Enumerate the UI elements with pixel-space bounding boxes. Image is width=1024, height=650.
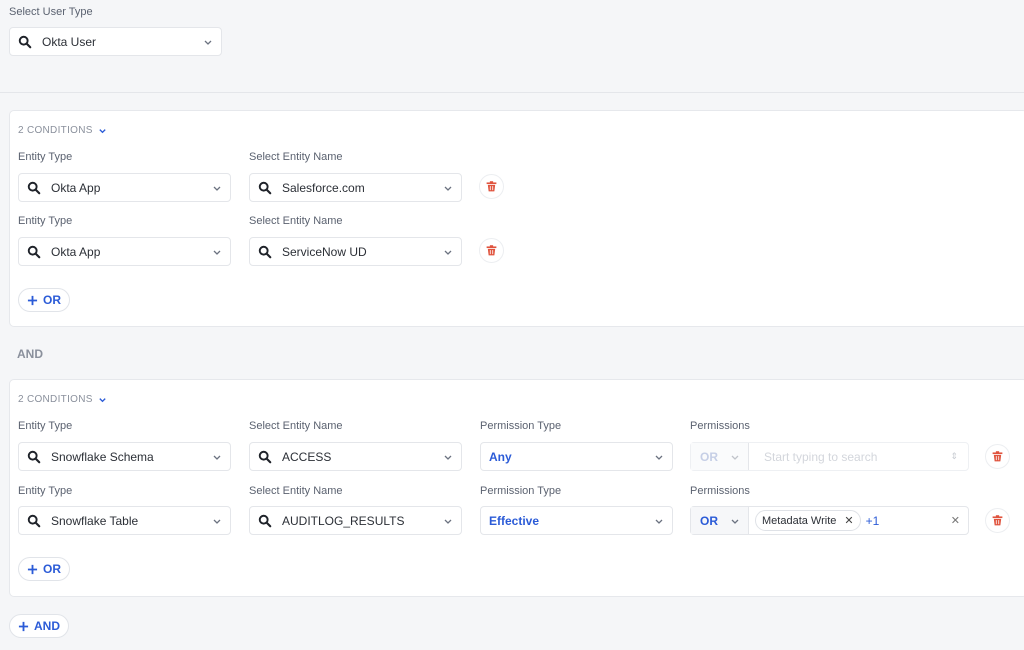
search-icon xyxy=(258,245,272,259)
permission-type-value: Effective xyxy=(489,513,540,528)
and-label: AND xyxy=(17,347,43,361)
entity-type-label: Entity Type xyxy=(18,485,73,497)
condition-group-2 xyxy=(9,379,1024,597)
trash-icon xyxy=(991,450,1004,463)
entity-name-select[interactable]: Salesforce.com xyxy=(249,173,462,202)
search-icon xyxy=(258,514,272,528)
divider xyxy=(0,92,1024,93)
sort-icon: ⇕ xyxy=(950,451,958,461)
trash-icon xyxy=(485,244,498,257)
entity-type-value: Snowflake Schema xyxy=(51,449,154,464)
conditions-count: 2 CONDITIONS xyxy=(18,394,93,405)
entity-type-select[interactable]: Okta App xyxy=(18,237,231,266)
permission-type-value: Any xyxy=(489,449,512,464)
add-or-label: OR xyxy=(43,562,61,576)
search-icon xyxy=(27,245,41,259)
entity-type-value: Okta App xyxy=(51,244,101,259)
permission-chip-label: Metadata Write xyxy=(762,514,837,527)
entity-type-select[interactable]: Snowflake Table xyxy=(18,506,231,535)
plus-icon xyxy=(27,295,38,306)
entity-name-select[interactable]: ACCESS xyxy=(249,442,462,471)
delete-condition-button[interactable] xyxy=(985,444,1010,469)
permission-type-select[interactable]: Effective xyxy=(480,506,673,535)
conditions-toggle[interactable]: 2 CONDITIONS xyxy=(18,394,107,405)
permission-type-label: Permission Type xyxy=(480,485,562,497)
permission-chip: Metadata Write ✕ xyxy=(755,510,861,531)
search-icon xyxy=(258,181,272,195)
entity-name-label: Select Entity Name xyxy=(249,420,343,432)
chevron-down-icon xyxy=(443,452,453,462)
chevron-down-icon xyxy=(212,452,222,462)
chevron-down-icon xyxy=(443,247,453,257)
operator-select[interactable]: OR xyxy=(691,507,749,534)
user-type-label: Select User Type xyxy=(9,6,93,18)
add-and-label: AND xyxy=(34,619,60,633)
permissions-placeholder: Start typing to search xyxy=(764,449,878,464)
search-icon xyxy=(27,450,41,464)
chevron-down-icon xyxy=(443,516,453,526)
search-icon xyxy=(18,35,32,49)
user-type-select[interactable]: Okta User xyxy=(9,27,222,56)
search-icon xyxy=(27,514,41,528)
entity-name-label: Select Entity Name xyxy=(249,215,343,227)
clear-icon[interactable]: ✕ xyxy=(950,515,960,527)
entity-type-value: Okta App xyxy=(51,180,101,195)
entity-type-value: Snowflake Table xyxy=(51,513,139,528)
permission-type-label: Permission Type xyxy=(480,420,562,432)
permissions-field[interactable]: OR Metadata Write ✕ +1 ✕ xyxy=(690,506,969,535)
operator-value: OR xyxy=(700,513,718,528)
conditions-count: 2 CONDITIONS xyxy=(18,125,93,136)
entity-type-label: Entity Type xyxy=(18,420,73,432)
chevron-down-icon xyxy=(654,452,664,462)
operator-value: OR xyxy=(700,449,718,464)
trash-icon xyxy=(991,514,1004,527)
delete-condition-button[interactable] xyxy=(479,238,504,263)
plus-icon xyxy=(18,621,29,632)
entity-name-value: Salesforce.com xyxy=(282,180,365,195)
condition-group-1 xyxy=(9,110,1024,327)
entity-name-value: ServiceNow UD xyxy=(282,244,367,259)
remove-chip-icon[interactable]: ✕ xyxy=(844,515,854,527)
chevron-down-icon xyxy=(99,398,106,403)
entity-type-select[interactable]: Okta App xyxy=(18,173,231,202)
chevron-down-icon xyxy=(212,516,222,526)
entity-type-label: Entity Type xyxy=(18,151,73,163)
entity-name-value: ACCESS xyxy=(282,449,332,464)
plus-icon xyxy=(27,564,38,575)
chevron-down-icon xyxy=(730,452,740,462)
chevron-down-icon xyxy=(203,37,213,47)
entity-type-label: Entity Type xyxy=(18,215,73,227)
add-and-button[interactable]: AND xyxy=(9,614,69,638)
permissions-label: Permissions xyxy=(690,485,750,497)
operator-select[interactable]: OR xyxy=(691,443,749,470)
search-icon xyxy=(27,181,41,195)
entity-name-select[interactable]: AUDITLOG_RESULTS xyxy=(249,506,462,535)
delete-condition-button[interactable] xyxy=(985,508,1010,533)
add-or-label: OR xyxy=(43,293,61,307)
user-type-value: Okta User xyxy=(42,34,97,49)
entity-name-select[interactable]: ServiceNow UD xyxy=(249,237,462,266)
search-icon xyxy=(258,450,272,464)
chevron-down-icon xyxy=(654,516,664,526)
chevron-down-icon xyxy=(99,129,106,134)
permissions-label: Permissions xyxy=(690,420,750,432)
chevron-down-icon xyxy=(730,516,740,526)
add-or-button[interactable]: OR xyxy=(18,288,70,312)
permission-type-select[interactable]: Any xyxy=(480,442,673,471)
chevron-down-icon xyxy=(212,247,222,257)
entity-name-label: Select Entity Name xyxy=(249,151,343,163)
conditions-toggle[interactable]: 2 CONDITIONS xyxy=(18,125,107,136)
delete-condition-button[interactable] xyxy=(479,174,504,199)
more-count[interactable]: +1 xyxy=(865,513,880,528)
chevron-down-icon xyxy=(212,183,222,193)
entity-type-select[interactable]: Snowflake Schema xyxy=(18,442,231,471)
entity-name-label: Select Entity Name xyxy=(249,485,343,497)
add-or-button[interactable]: OR xyxy=(18,557,70,581)
trash-icon xyxy=(485,180,498,193)
permissions-field[interactable]: OR Start typing to search ⇕ xyxy=(690,442,969,471)
chevron-down-icon xyxy=(443,183,453,193)
entity-name-value: AUDITLOG_RESULTS xyxy=(282,513,405,528)
